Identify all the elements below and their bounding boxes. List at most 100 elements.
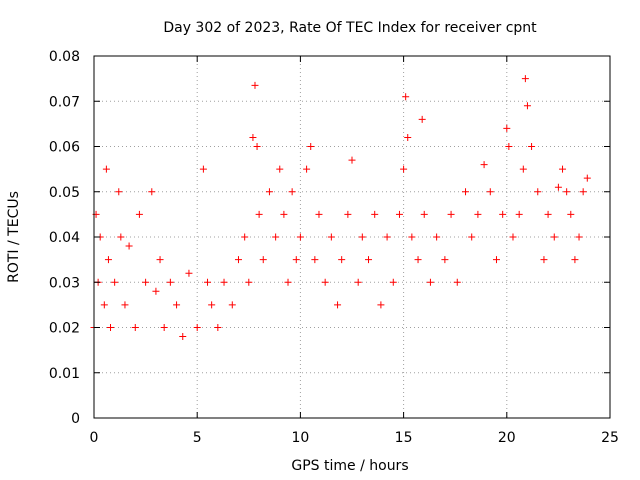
y-tick-label: 0 <box>71 411 80 427</box>
data-point <box>102 165 110 173</box>
data-point <box>418 115 426 123</box>
data-point <box>453 278 461 286</box>
data-point <box>185 269 193 277</box>
data-point <box>371 210 379 218</box>
x-tick-label: 5 <box>193 430 202 446</box>
data-point <box>344 210 352 218</box>
data-point <box>404 133 412 141</box>
data-point <box>400 165 408 173</box>
data-point <box>125 242 133 250</box>
data-point <box>199 165 207 173</box>
data-point <box>208 301 216 309</box>
data-point <box>509 233 517 241</box>
y-axis-label: ROTI / TECUs <box>6 191 22 283</box>
data-point <box>179 333 187 341</box>
x-tick-label: 25 <box>601 430 619 446</box>
data-point <box>540 256 548 264</box>
x-tick-label: 15 <box>395 430 413 446</box>
data-point <box>441 256 449 264</box>
data-point <box>523 102 531 110</box>
data-point <box>121 301 129 309</box>
data-point <box>559 165 567 173</box>
data-point <box>534 188 542 196</box>
axis-ticks: 0 5 10 15 20 25 0 0.01 0.02 0.03 0.04 0.05 0.06 0.07 0… <box>49 49 619 446</box>
data-point <box>377 301 385 309</box>
plot-frame <box>93 55 611 419</box>
data-point <box>486 188 494 196</box>
data-point <box>296 233 304 241</box>
data-point <box>433 233 441 241</box>
data-point <box>420 210 428 218</box>
x-axis-label: GPS time / hours <box>291 458 408 474</box>
data-point <box>528 143 536 150</box>
data-point <box>583 174 591 182</box>
data-point <box>519 165 527 173</box>
data-point <box>234 256 242 264</box>
data-point <box>492 256 500 264</box>
data-point <box>563 188 571 196</box>
data-point <box>245 278 253 286</box>
x-tick-label: 10 <box>291 430 309 446</box>
data-point <box>447 210 455 218</box>
data-point <box>354 278 362 286</box>
data-point <box>280 210 288 218</box>
data-point <box>288 188 296 196</box>
data-point <box>503 124 511 132</box>
data-point <box>408 233 416 241</box>
data-point <box>111 278 119 286</box>
data-point <box>515 210 523 218</box>
data-points <box>90 75 591 341</box>
data-point <box>251 81 259 89</box>
data-point <box>148 188 156 196</box>
grid-lines <box>94 56 610 418</box>
data-point <box>571 256 579 264</box>
data-point <box>292 256 300 264</box>
data-point <box>272 233 280 241</box>
data-point <box>480 161 488 169</box>
data-point <box>474 210 482 218</box>
data-point <box>414 256 422 264</box>
data-point <box>468 233 476 241</box>
data-point <box>117 233 125 241</box>
data-point <box>575 233 583 241</box>
data-point <box>166 278 174 286</box>
data-point <box>241 233 249 241</box>
y-tick-label: 0.03 <box>49 275 80 291</box>
data-point <box>395 210 403 218</box>
y-tick-label: 0.01 <box>49 366 80 382</box>
y-tick-label: 0.06 <box>49 140 80 156</box>
data-point <box>321 278 329 286</box>
data-point <box>544 210 552 218</box>
data-point <box>550 233 558 241</box>
data-point <box>131 324 139 331</box>
data-point <box>135 210 143 218</box>
data-point <box>276 165 284 173</box>
data-point <box>249 133 257 141</box>
data-point <box>220 278 228 286</box>
data-point <box>142 278 150 286</box>
y-tick-label: 0.04 <box>49 230 80 246</box>
data-point <box>307 143 315 150</box>
data-point <box>348 156 356 164</box>
data-point <box>505 143 513 150</box>
data-point <box>255 210 263 218</box>
data-point <box>579 188 587 196</box>
data-point <box>462 188 470 196</box>
data-point <box>334 301 342 309</box>
data-point <box>338 256 346 264</box>
data-point <box>499 210 507 218</box>
y-tick-label: 0.07 <box>49 94 80 110</box>
data-point <box>426 278 434 286</box>
chart-title: Day 302 of 2023, Rate Of TEC Index for r… <box>163 20 537 36</box>
data-point <box>259 256 267 264</box>
data-point <box>156 256 164 264</box>
data-point <box>567 210 575 218</box>
data-point <box>315 210 323 218</box>
data-point <box>303 165 311 173</box>
data-point <box>253 143 261 150</box>
data-point <box>284 278 292 286</box>
data-point <box>204 278 212 286</box>
data-point <box>265 188 273 196</box>
data-point <box>389 278 397 286</box>
